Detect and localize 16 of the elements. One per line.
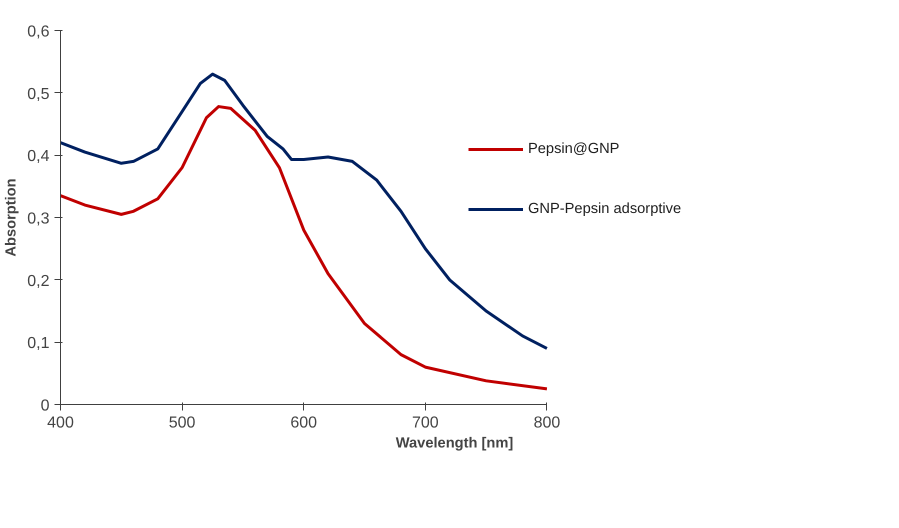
x-tick-label: 800 <box>534 414 560 432</box>
y-tick-label: 0,2 <box>27 272 50 290</box>
x-tick-label: 600 <box>290 414 318 432</box>
y-tick-label: 0,5 <box>27 86 50 103</box>
y-tick-label: 0 <box>40 398 50 414</box>
y-tick-label: 0,6 <box>27 24 50 40</box>
x-tick-label: 500 <box>168 414 196 432</box>
x-tick-label: 700 <box>412 414 439 432</box>
y-axis-title: Absorption <box>3 178 20 257</box>
x-tick-label: 400 <box>47 414 74 432</box>
y-tick-label: 0,4 <box>27 148 50 166</box>
legend-label: GNP-Pepsin adsorptive <box>528 201 682 217</box>
y-tick-label: 0,3 <box>27 210 50 228</box>
x-axis-title: Wavelength [nm] <box>396 436 514 452</box>
y-tick-label: 0,1 <box>27 335 50 352</box>
legend-label: Pepsin@GNP <box>528 141 620 157</box>
